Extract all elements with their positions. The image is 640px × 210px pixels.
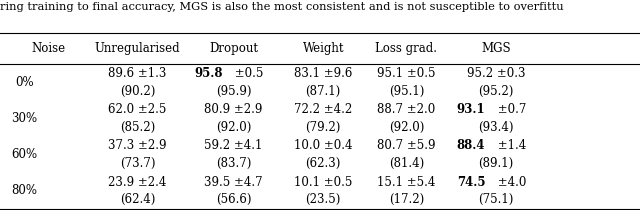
Text: 10.1 ±0.5: 10.1 ±0.5 [294,176,353,189]
Text: 37.3 ±2.9: 37.3 ±2.9 [108,139,167,152]
Text: (79.2): (79.2) [305,121,341,134]
Text: 80%: 80% [12,184,37,197]
Text: (89.1): (89.1) [478,157,514,170]
Text: ±4.0: ±4.0 [493,176,526,189]
Text: (83.7): (83.7) [216,157,252,170]
Text: 30%: 30% [12,112,37,125]
Text: (73.7): (73.7) [120,157,156,170]
Text: (17.2): (17.2) [388,193,424,206]
Text: (95.9): (95.9) [216,84,252,97]
Text: Noise: Noise [31,42,65,55]
Text: Loss grad.: Loss grad. [376,42,437,55]
Text: Dropout: Dropout [209,42,258,55]
Text: 93.1: 93.1 [457,103,485,116]
Text: ±1.4: ±1.4 [493,139,526,152]
Text: Unregularised: Unregularised [95,42,180,55]
Text: (95.1): (95.1) [388,84,424,97]
Text: 72.2 ±4.2: 72.2 ±4.2 [294,103,353,116]
Text: (87.1): (87.1) [305,84,341,97]
Text: (81.4): (81.4) [388,157,424,170]
Text: 88.4: 88.4 [457,139,485,152]
Text: Weight: Weight [303,42,344,55]
Text: 62.0 ±2.5: 62.0 ±2.5 [108,103,167,116]
Text: 80.9 ±2.9: 80.9 ±2.9 [204,103,263,116]
Text: 15.1 ±5.4: 15.1 ±5.4 [377,176,436,189]
Text: ±0.7: ±0.7 [493,103,526,116]
Text: 59.2 ±4.1: 59.2 ±4.1 [204,139,263,152]
Text: 80.7 ±5.9: 80.7 ±5.9 [377,139,436,152]
Text: (62.3): (62.3) [305,157,341,170]
Text: (23.5): (23.5) [305,193,341,206]
Text: 95.1 ±0.5: 95.1 ±0.5 [377,67,436,80]
Text: (92.0): (92.0) [216,121,252,134]
Text: (90.2): (90.2) [120,84,156,97]
Text: (75.1): (75.1) [478,193,514,206]
Text: 89.6 ±1.3: 89.6 ±1.3 [108,67,167,80]
Text: (56.6): (56.6) [216,193,252,206]
Text: (62.4): (62.4) [120,193,156,206]
Text: 23.9 ±2.4: 23.9 ±2.4 [108,176,167,189]
Text: (92.0): (92.0) [388,121,424,134]
Text: 83.1 ±9.6: 83.1 ±9.6 [294,67,353,80]
Text: ring training to final accuracy, MGS is also the most consistent and is not susc: ring training to final accuracy, MGS is … [0,2,564,12]
Text: 95.2 ±0.3: 95.2 ±0.3 [467,67,525,80]
Text: 60%: 60% [12,148,37,161]
Text: 88.7 ±2.0: 88.7 ±2.0 [377,103,436,116]
Text: 0%: 0% [15,76,34,89]
Text: 95.8: 95.8 [195,67,223,80]
Text: ±0.5: ±0.5 [231,67,264,80]
Text: (93.4): (93.4) [478,121,514,134]
Text: 10.0 ±0.4: 10.0 ±0.4 [294,139,353,152]
Text: (85.2): (85.2) [120,121,156,134]
Text: 74.5: 74.5 [457,176,485,189]
Text: MGS: MGS [481,42,511,55]
Text: 39.5 ±4.7: 39.5 ±4.7 [204,176,263,189]
Text: (95.2): (95.2) [478,84,514,97]
